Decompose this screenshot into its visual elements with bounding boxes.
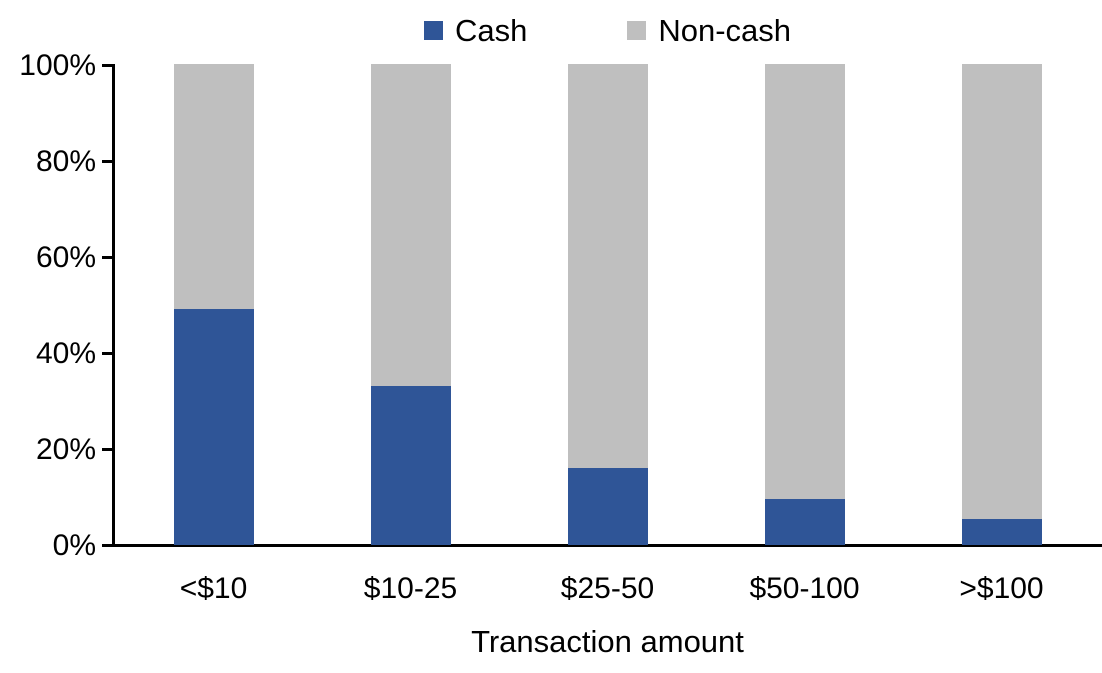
stacked-bar [173,64,254,545]
bar-segment-cash [764,499,845,545]
y-tick [102,352,112,355]
bar-segment-noncash [567,64,648,469]
legend-label-cash: Cash [454,12,528,48]
x-tick-label: <$10 [179,572,248,605]
bar-segment-noncash [370,64,451,387]
bar-slot [509,64,706,545]
y-tick [102,448,112,451]
y-tick-label: 100% [19,49,96,82]
bar-slot [115,64,312,545]
stacked-bar [370,64,451,545]
y-axis-line [112,64,115,547]
bar-segment-cash [567,468,648,545]
y-tick [102,64,112,67]
bar-segment-cash [961,518,1042,545]
x-tick-label: >$100 [959,572,1044,605]
stacked-bar [764,64,845,545]
x-axis-title: Transaction amount [471,624,744,659]
plot-area [115,64,1100,545]
x-axis-labels: <$10 $10-25 $25-50 $50-100 >$100 [115,572,1100,606]
x-tick-label: $50-100 [749,572,860,605]
bar-segment-cash [173,309,254,545]
bar-segment-noncash [961,64,1042,519]
bar-slot [312,64,509,545]
bar-slot [903,64,1100,545]
x-tick-label: $10-25 [363,572,458,605]
y-tick-label: 60% [35,241,96,274]
y-tick-label: 0% [52,529,96,562]
cash-legend-swatch [423,20,443,40]
legend-item-noncash: Non-cash [627,15,791,46]
y-tick-label: 20% [35,433,96,466]
y-tick-label: 80% [35,145,96,178]
bar-segment-noncash [764,64,845,500]
x-tick-label: $25-50 [560,572,655,605]
noncash-legend-swatch [627,20,647,40]
y-tick [102,160,112,163]
y-tick-label: 40% [35,337,96,370]
stacked-bar [567,64,648,545]
y-tick [102,544,112,547]
legend-item-cash: Cash [423,12,528,48]
y-tick [102,256,112,259]
legend-label-noncash: Non-cash [658,12,792,48]
bar-segment-noncash [173,64,254,310]
x-axis-line [112,544,1102,547]
stacked-bar [961,64,1042,545]
chart-legend: Cash Non-cash [115,10,1100,50]
bar-slot [706,64,903,545]
bar-segment-cash [370,386,451,545]
